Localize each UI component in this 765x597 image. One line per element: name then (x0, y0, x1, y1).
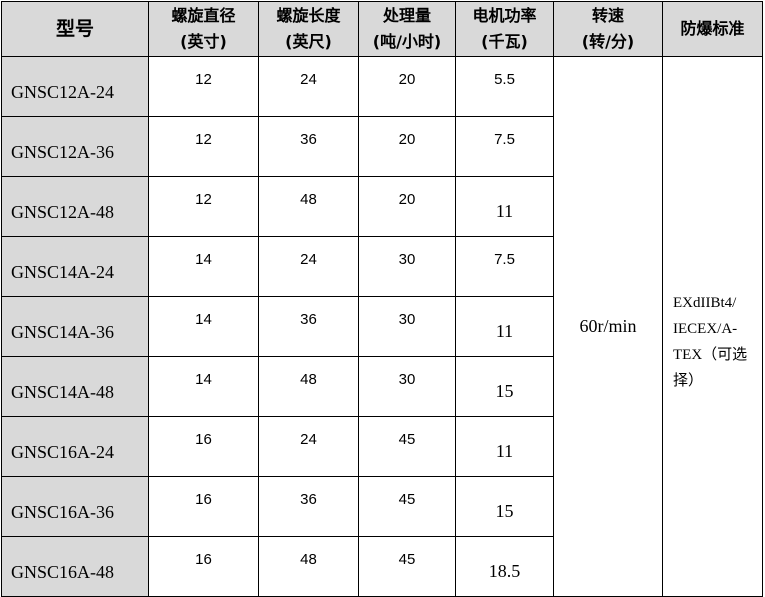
table-row: GNSC12A-48 12 48 20 11 (1, 176, 763, 237)
standard-line: IECEX/A- (673, 320, 738, 337)
diameter-cell: 16 (148, 536, 259, 597)
length-cell: 24 (258, 416, 359, 477)
speed-cell: 60r/min (553, 56, 663, 597)
power-cell: 7.5 (455, 236, 554, 297)
model-cell: GNSC14A-24 (1, 236, 149, 297)
header-length: 螺旋长度 (英尺) (258, 1, 359, 57)
power-cell: 7.5 (455, 116, 554, 177)
capacity-cell: 45 (358, 536, 456, 597)
header-power: 电机功率 (千瓦) (455, 1, 554, 57)
model-cell: GNSC16A-48 (1, 536, 149, 597)
model-cell: GNSC14A-48 (1, 356, 149, 417)
capacity-cell: 45 (358, 476, 456, 537)
length-cell: 24 (258, 236, 359, 297)
power-cell: 11 (455, 416, 554, 477)
model-cell: GNSC16A-24 (1, 416, 149, 477)
capacity-cell: 30 (358, 296, 456, 357)
standard-line: 择） (673, 372, 704, 389)
power-cell: 5.5 (455, 56, 554, 117)
power-cell: 15 (455, 476, 554, 537)
diameter-cell: 14 (148, 236, 259, 297)
capacity-cell: 30 (358, 236, 456, 297)
diameter-cell: 16 (148, 476, 259, 537)
header-diameter: 螺旋直径 (英寸) (148, 1, 259, 57)
length-cell: 36 (258, 116, 359, 177)
diameter-cell: 14 (148, 296, 259, 357)
capacity-cell: 20 (358, 56, 456, 117)
header-capacity: 处理量 (吨/小时) (358, 1, 456, 57)
capacity-cell: 30 (358, 356, 456, 417)
diameter-cell: 12 (148, 56, 259, 117)
power-cell: 11 (455, 296, 554, 357)
diameter-cell: 16 (148, 416, 259, 477)
diameter-cell: 12 (148, 116, 259, 177)
power-cell: 11 (455, 176, 554, 237)
standard-cell: EXdIIBt4/IECEX/A- TEX（可选 择） (662, 56, 763, 597)
length-cell: 48 (258, 176, 359, 237)
model-cell: GNSC16A-36 (1, 476, 149, 537)
capacity-cell: 20 (358, 116, 456, 177)
table-row: GNSC12A-24 12 24 20 5.5 60r/min EXdIIBt4/IECEX… (1, 56, 763, 597)
capacity-cell: 20 (358, 176, 456, 237)
length-cell: 24 (258, 56, 359, 117)
model-cell: GNSC12A-48 (1, 176, 149, 237)
length-cell: 48 (258, 356, 359, 417)
standard-line: EXdIIBt4/ (673, 294, 737, 311)
model-cell: GNSC14A-36 (1, 296, 149, 357)
power-cell: 18.5 (455, 536, 554, 597)
length-cell: 48 (258, 536, 359, 597)
standard-line: TEX（可选 (673, 346, 748, 363)
header-speed: 转速 (转/分) (553, 1, 663, 57)
capacity-cell: 45 (358, 416, 456, 477)
table-row: GNSC16A-24 16 24 45 11 (1, 416, 763, 477)
model-cell: GNSC12A-36 (1, 116, 149, 177)
diameter-cell: 12 (148, 176, 259, 237)
header-row: 型号 螺旋直径 (英寸) 螺旋长度 (英尺) 处理量 (吨/小时) 电机功率 (千瓦) … (1, 1, 763, 57)
table-row: GNSC14A-24 14 24 30 7.5 (1, 236, 763, 297)
header-model: 型号 (1, 1, 149, 57)
header-standard: 防爆标准 (662, 1, 763, 57)
table-row: GNSC12A-36 12 36 20 7.5 (1, 116, 763, 177)
table-row: GNSC14A-36 14 36 30 11 (1, 296, 763, 357)
length-cell: 36 (258, 476, 359, 537)
model-cell: GNSC12A-24 (1, 56, 149, 117)
diameter-cell: 14 (148, 356, 259, 417)
table-row: GNSC14A-48 14 48 30 15 (1, 356, 763, 417)
length-cell: 36 (258, 296, 359, 357)
power-cell: 15 (455, 356, 554, 417)
